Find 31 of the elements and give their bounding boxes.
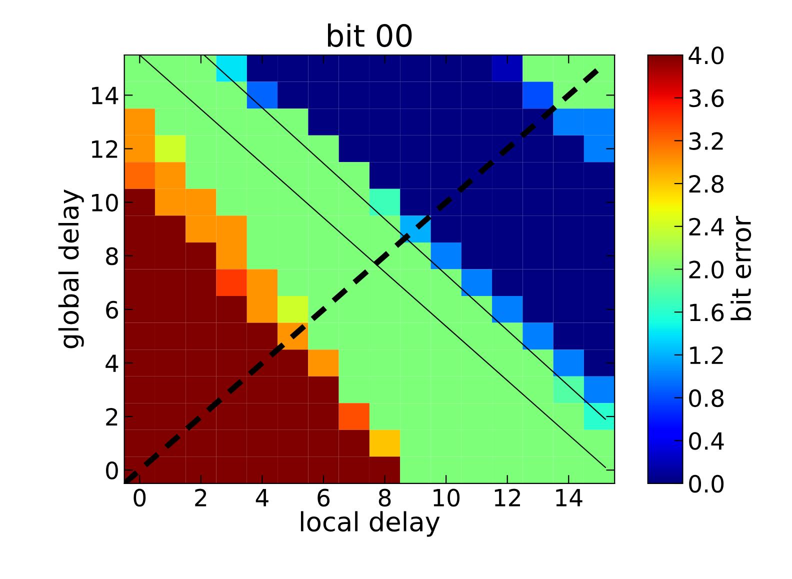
y-tick-label: 2 bbox=[106, 408, 118, 426]
color-bar-label: 2.0 bbox=[689, 260, 724, 279]
color-bar-label: 3.2 bbox=[689, 132, 723, 150]
color-bar-label: 0.0 bbox=[689, 474, 724, 493]
x-axis-title: local delay bbox=[300, 511, 440, 537]
y-tick-label: 0 bbox=[106, 462, 118, 480]
color-bar-label: 1.6 bbox=[690, 304, 724, 322]
color-bar-label: 2.8 bbox=[689, 174, 724, 193]
y-tick-label: 14 bbox=[92, 86, 118, 104]
x-tick-label: 10 bbox=[434, 488, 460, 507]
x-tick-label: 12 bbox=[494, 488, 520, 506]
color-bar-label: 0.8 bbox=[689, 389, 724, 408]
color-bar-label: 1.2 bbox=[690, 346, 723, 364]
x-tick-label: 14 bbox=[556, 489, 582, 506]
y-tick-label: 8 bbox=[106, 247, 118, 266]
color-bar-label: 4.0 bbox=[688, 46, 724, 64]
y-tick-label: 10 bbox=[92, 194, 118, 212]
y-tick-label: 6 bbox=[106, 300, 118, 319]
x-tick-label: 6 bbox=[318, 488, 330, 507]
color-bar-label: 3.6 bbox=[689, 89, 724, 108]
y-tick-label: 12 bbox=[92, 140, 118, 158]
color-bar-title: bit error bbox=[730, 216, 752, 320]
x-tick-label: 2 bbox=[195, 488, 206, 506]
chart-title: bit 00 bbox=[328, 23, 412, 48]
x-tick-label: 4 bbox=[256, 489, 268, 506]
y-axis-title: global delay bbox=[58, 190, 84, 348]
y-tick-label: 4 bbox=[106, 354, 118, 372]
color-bar-label: 2.4 bbox=[689, 218, 724, 236]
color-bar-label: 0.4 bbox=[689, 432, 724, 450]
x-tick-label: 0 bbox=[134, 488, 146, 507]
x-tick-label: 8 bbox=[378, 488, 391, 507]
